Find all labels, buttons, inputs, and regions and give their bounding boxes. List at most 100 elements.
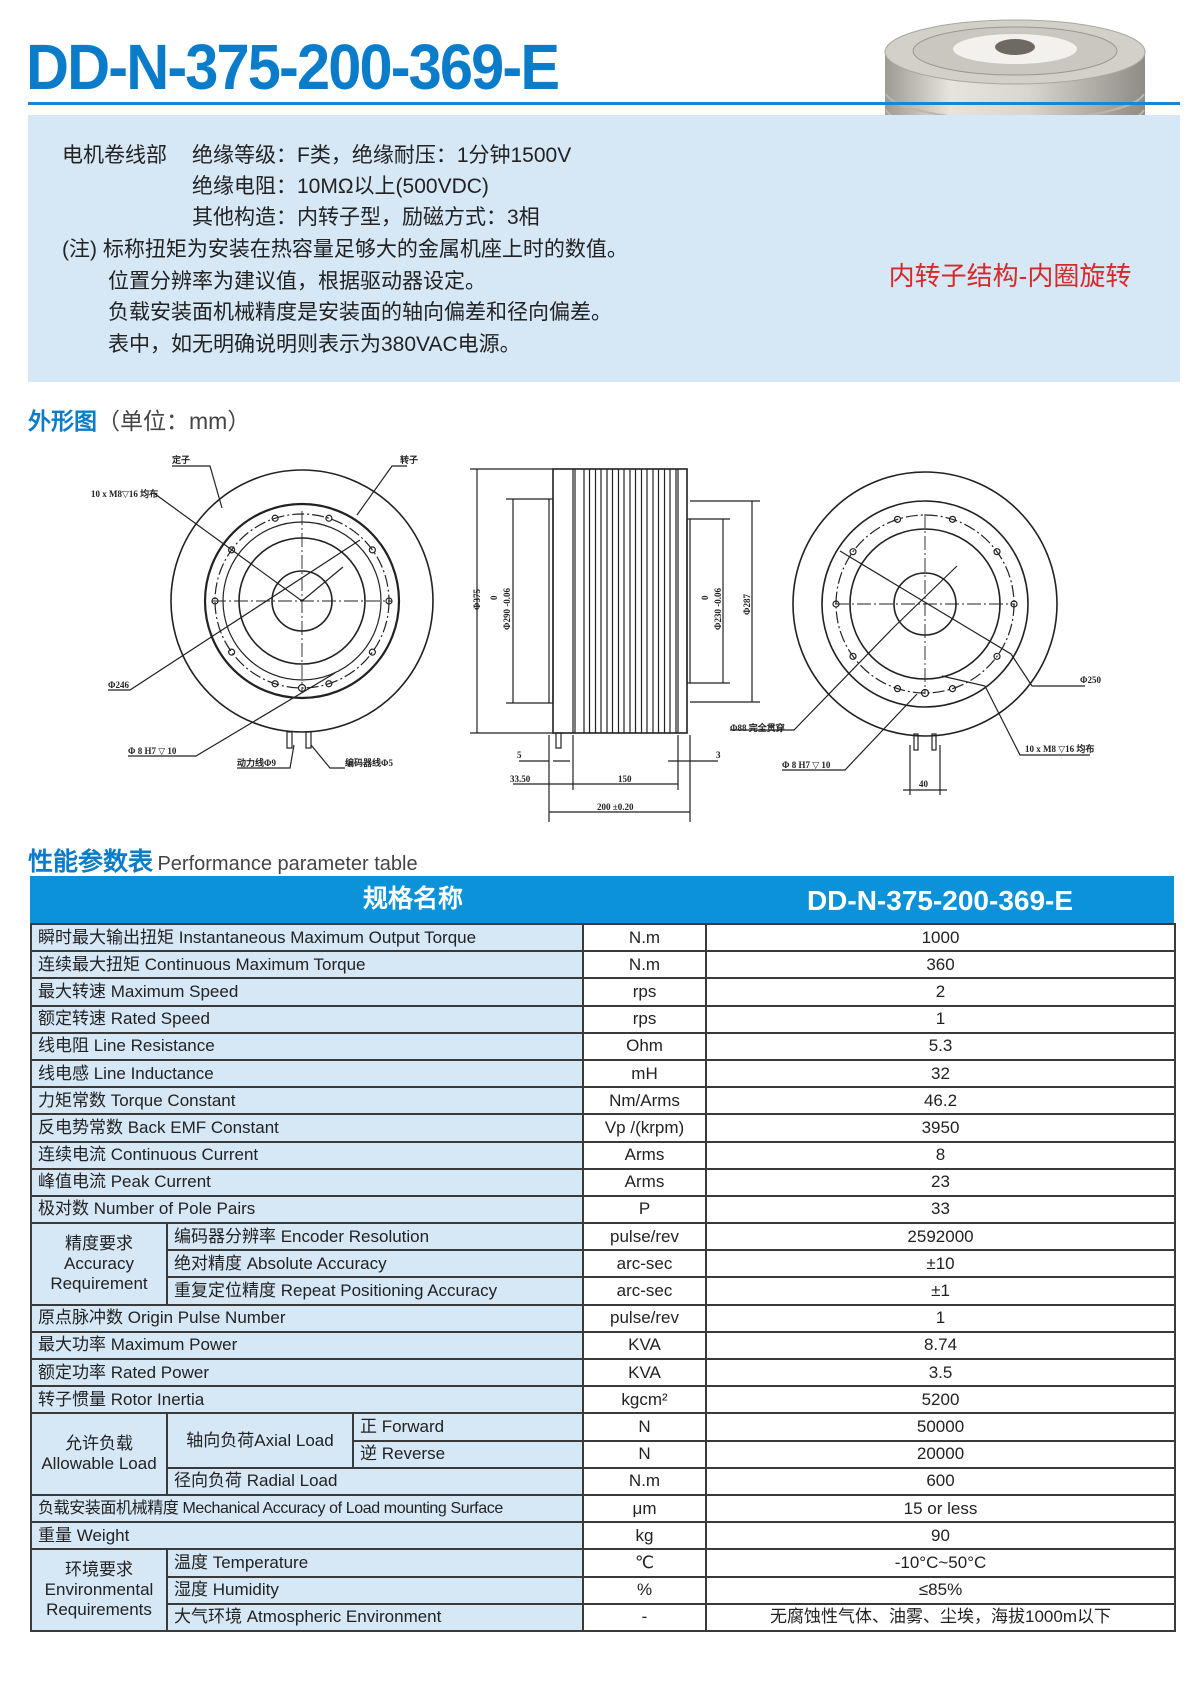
param-value: 3950 bbox=[705, 1113, 1177, 1143]
param-value: ±10 bbox=[705, 1249, 1177, 1279]
param-unit: KVA bbox=[582, 1330, 708, 1361]
param-unit: P bbox=[582, 1194, 708, 1225]
bolt-hole bbox=[385, 597, 393, 605]
diameter-250-label: Φ250 bbox=[1080, 675, 1101, 685]
bolt-hole bbox=[849, 652, 857, 660]
param-unit: % bbox=[582, 1575, 708, 1605]
table-row: 负载安装面机械精度 Mechanical Accuracy of Load mo… bbox=[29, 1493, 1177, 1524]
param-unit: N.m bbox=[582, 1466, 708, 1496]
table-row: 峰值电流 Peak Current Arms 23 bbox=[29, 1167, 1177, 1197]
param-unit: kg bbox=[582, 1521, 708, 1551]
table-row: 线电阻 Line Resistance Ohm 5.3 bbox=[29, 1031, 1177, 1061]
param-label: 最大转速 Maximum Speed bbox=[29, 977, 585, 1007]
tolerance-230-upper: 0 bbox=[700, 595, 710, 600]
bolt-hole bbox=[832, 600, 840, 608]
param-label: 径向负荷 Radial Load bbox=[165, 1466, 585, 1496]
param-label: 湿度 Humidity bbox=[165, 1575, 585, 1605]
param-value: 1 bbox=[705, 1004, 1177, 1034]
param-value: 8.74 bbox=[705, 1330, 1177, 1361]
table-row: 允许负载 Allowable Load 轴向负荷Axial Load 正 Forwa… bbox=[30, 1412, 1177, 1496]
param-unit: arc-sec bbox=[582, 1249, 708, 1279]
param-unit: pulse/rev bbox=[582, 1303, 708, 1333]
param-value: 23 bbox=[705, 1167, 1177, 1197]
param-label: 力矩常数 Torque Constant bbox=[29, 1086, 585, 1116]
param-value: 90 bbox=[705, 1521, 1177, 1551]
bolt-hole bbox=[948, 685, 957, 693]
param-value: ≤85% bbox=[705, 1575, 1177, 1605]
param-value: 360 bbox=[705, 950, 1177, 980]
param-label: 负载安装面机械精度 Mechanical Accuracy of Load mo… bbox=[29, 1493, 585, 1524]
param-value: 2 bbox=[705, 977, 1177, 1007]
param-label: 峰值电流 Peak Current bbox=[29, 1167, 585, 1197]
param-value: 32 bbox=[705, 1058, 1177, 1089]
param-unit: rps bbox=[582, 977, 708, 1007]
param-value: 2592000 bbox=[705, 1222, 1177, 1252]
param-value: 600 bbox=[705, 1466, 1177, 1496]
dim-5-label: 5 bbox=[517, 750, 522, 760]
encoder-cable-label: 编码器线Φ5 bbox=[345, 757, 393, 768]
bolt-hole bbox=[271, 680, 279, 688]
table-row: 最大功率 Maximum Power KVA 8.74 bbox=[29, 1330, 1177, 1361]
table-row: 线电感 Line Inductance mH 32 bbox=[29, 1058, 1177, 1089]
table-row: 原点脉冲数 Origin Pulse Number pulse/rev 1 bbox=[29, 1303, 1177, 1333]
note-3: 负载安装面机械精度是安装面的轴向偏差和径向偏差。 bbox=[108, 301, 612, 324]
group-environment: 环境要求 Environmental Requirements bbox=[30, 1548, 168, 1632]
rear-bolt-pattern-label: 10 x M8 ▽16 均布 bbox=[1025, 743, 1094, 754]
param-unit: - bbox=[582, 1602, 708, 1632]
param-label: 极对数 Number of Pole Pairs bbox=[29, 1194, 585, 1225]
table-row: 极对数 Number of Pole Pairs P 33 bbox=[29, 1194, 1177, 1225]
param-unit: rps bbox=[582, 1004, 708, 1034]
param-label: 连续最大扭矩 Continuous Maximum Torque bbox=[29, 950, 585, 980]
rotor-label: 转子 bbox=[400, 454, 418, 465]
front-view bbox=[108, 465, 434, 769]
other-construction: 其他构造：内转子型，励磁方式：3相 bbox=[192, 206, 540, 229]
param-label: 绝对精度 Absolute Accuracy bbox=[165, 1249, 585, 1279]
rear-pin-hole-label: Φ 8 H7 ▽ 10 bbox=[782, 760, 831, 770]
param-label: 转子惯量 Rotor Inertia bbox=[29, 1385, 585, 1415]
param-unit: ℃ bbox=[582, 1548, 708, 1578]
notes-panel: 电机卷线部 绝缘等级：F类，绝缘耐压：1分钟1500V 绝缘电阻：10MΩ以上(… bbox=[28, 115, 1180, 382]
table-row: 大气环境 Atmospheric Environment - 无腐蚀性气体、油雾、尘… bbox=[31, 1602, 1177, 1632]
diameter-230-label: Φ230 -0.06 bbox=[713, 588, 723, 630]
param-label: 正 Forward bbox=[351, 1412, 585, 1442]
param-label: 大气环境 Atmospheric Environment bbox=[165, 1602, 585, 1632]
group-axial-load: 轴向负荷Axial Load bbox=[166, 1412, 354, 1469]
side-view bbox=[470, 468, 760, 822]
param-unit: KVA bbox=[582, 1357, 708, 1388]
param-label: 线电阻 Line Resistance bbox=[29, 1031, 585, 1061]
param-value: 8 bbox=[705, 1140, 1177, 1170]
dim-200-label: 200 ±0.20 bbox=[597, 802, 634, 812]
perf-title-english: Performance parameter table bbox=[157, 853, 418, 875]
rear-view bbox=[730, 471, 1090, 795]
param-label: 重复定位精度 Repeat Positioning Accuracy bbox=[165, 1276, 585, 1306]
param-unit: pulse/rev bbox=[582, 1222, 708, 1252]
table-row: 最大转速 Maximum Speed rps 2 bbox=[29, 977, 1177, 1007]
diameter-246-label: Φ246 bbox=[108, 680, 129, 690]
title-divider bbox=[28, 102, 1180, 105]
param-value: 46.2 bbox=[705, 1086, 1177, 1116]
stator-label: 定子 bbox=[171, 454, 190, 465]
table-row: 逆 Reverse N 20000 bbox=[31, 1439, 1177, 1469]
param-unit: N.m bbox=[582, 922, 708, 953]
bolt-hole bbox=[993, 548, 1001, 556]
insulation-resistance: 绝缘电阻：10MΩ以上(500VDC) bbox=[192, 175, 489, 198]
bolt-hole bbox=[228, 546, 236, 554]
param-value: 50000 bbox=[705, 1412, 1177, 1442]
param-unit: kgcm² bbox=[582, 1385, 708, 1415]
tolerance-290-upper: 0 bbox=[489, 595, 499, 600]
bolt-hole bbox=[368, 546, 376, 554]
param-unit: μm bbox=[582, 1493, 708, 1524]
pin-hole bbox=[920, 688, 930, 698]
table-row: 湿度 Humidity% ≤85% bbox=[31, 1575, 1177, 1605]
param-unit: Nm/Arms bbox=[582, 1086, 708, 1116]
bolt-pattern-label: 10 x M8▽16 均布 bbox=[91, 488, 158, 499]
param-label: 额定转速 Rated Speed bbox=[29, 1004, 585, 1034]
param-unit: Arms bbox=[582, 1167, 708, 1197]
bolt-hole bbox=[325, 680, 333, 688]
table-row: 绝对精度 Absolute Accuracy arc-sec ±10 bbox=[31, 1249, 1177, 1279]
param-value: 1000 bbox=[705, 922, 1177, 953]
param-unit: Vp /(krpm) bbox=[582, 1113, 708, 1143]
bolt-hole bbox=[211, 597, 219, 605]
param-unit: arc-sec bbox=[582, 1276, 708, 1306]
param-value: 无腐蚀性气体、油雾、尘埃，海拔1000m以下 bbox=[705, 1602, 1177, 1632]
